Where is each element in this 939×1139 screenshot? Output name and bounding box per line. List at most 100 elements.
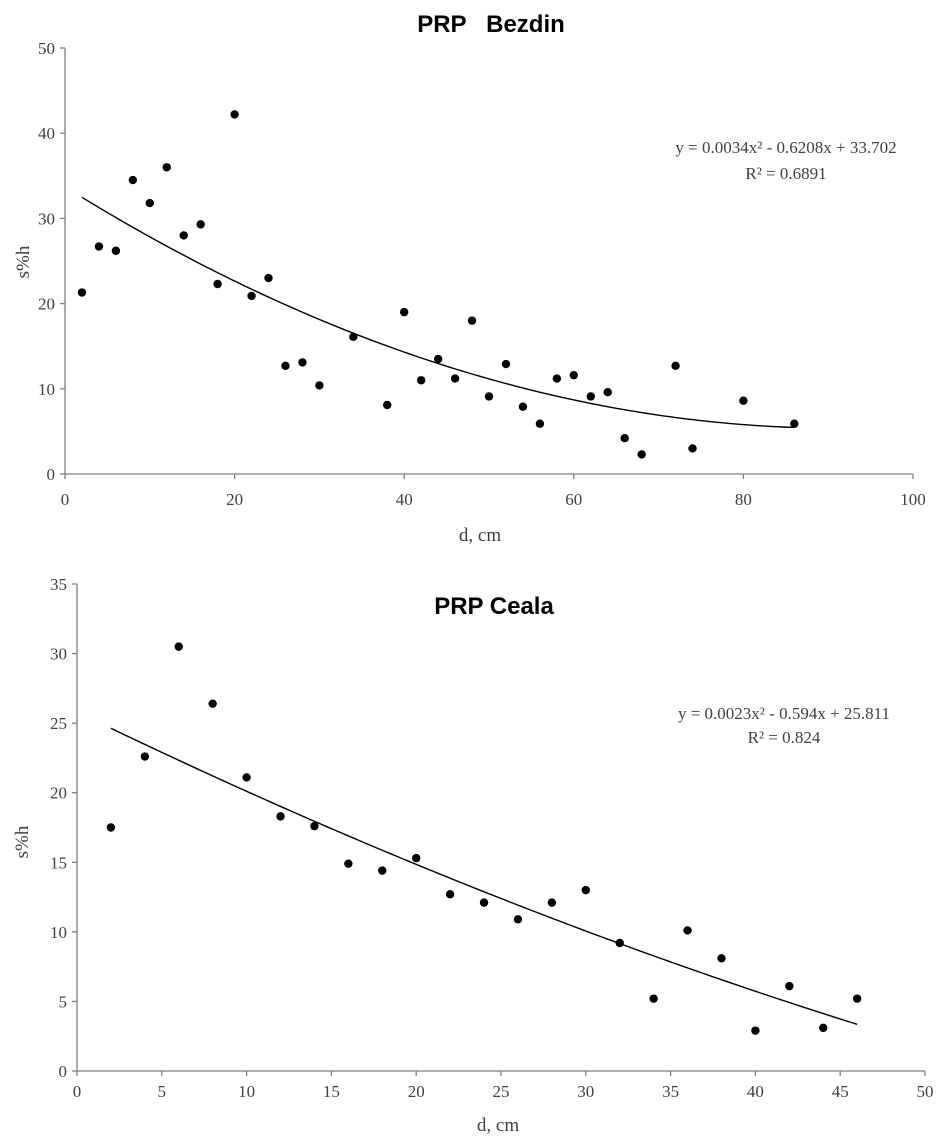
y-tick-label: 0 — [59, 1062, 68, 1081]
data-point — [145, 198, 154, 208]
y-tick-label: 0 — [47, 465, 56, 484]
x-tick-label: 35 — [662, 1082, 679, 1101]
x-tick-label: 50 — [917, 1082, 934, 1101]
x-axis-label: d, cm — [459, 525, 501, 546]
data-point — [819, 1023, 828, 1033]
data-point — [412, 853, 421, 863]
data-point — [400, 307, 409, 317]
data-point — [785, 981, 794, 991]
y-tick-label: 15 — [50, 853, 67, 872]
x-tick-label: 20 — [408, 1082, 425, 1101]
x-tick-label: 0 — [73, 1082, 82, 1101]
data-point — [603, 388, 612, 397]
data-point — [416, 376, 426, 385]
chart-title: PRP Ceala — [434, 593, 554, 620]
data-point — [162, 163, 171, 172]
data-point — [581, 885, 590, 895]
y-tick-label: 25 — [50, 714, 67, 733]
data-point — [547, 898, 557, 907]
data-point — [552, 374, 562, 383]
data-point — [349, 332, 358, 342]
data-point — [298, 358, 307, 367]
data-point — [94, 242, 104, 251]
data-point — [310, 821, 319, 831]
x-tick-label: 45 — [832, 1082, 849, 1101]
data-point — [501, 359, 511, 369]
chart-bezdin: PRP Bezdin 0 20 40 60 80 100 0 10 20 30 40 50 y = 0… — [13, 11, 926, 546]
y-tick-label: 40 — [38, 124, 55, 143]
data-point — [378, 866, 387, 875]
data-point — [535, 419, 545, 428]
data-point — [569, 370, 578, 380]
x-tick-label: 60 — [565, 490, 582, 509]
y-tick-label: 30 — [50, 645, 67, 664]
trendline — [110, 727, 858, 1025]
x-tick-label: 30 — [577, 1082, 594, 1101]
x-tick-label: 40 — [747, 1082, 764, 1101]
trendline — [81, 196, 795, 429]
data-point — [683, 926, 692, 935]
y-tick-label: 5 — [59, 992, 68, 1011]
data-point — [208, 699, 217, 708]
y-tick-label: 30 — [38, 209, 55, 228]
y-axis-label: s%h — [12, 825, 33, 858]
data-point — [77, 288, 87, 297]
data-point — [445, 890, 455, 899]
r-squared: R² = 0.824 — [748, 728, 821, 747]
data-point — [281, 361, 290, 370]
chart-ceala: PRP Ceala 0 5 10 15 20 25 30 35 40 45 50 0 5 10 15 20 25… — [12, 575, 934, 1136]
y-tick-label: 10 — [38, 380, 55, 399]
data-point — [140, 752, 150, 761]
r-squared: R² = 0.6891 — [745, 164, 826, 183]
data-point — [315, 381, 324, 390]
x-tick-label: 100 — [900, 490, 926, 509]
data-point — [450, 374, 460, 383]
x-tick-label: 20 — [226, 490, 243, 509]
chart-title: PRP Bezdin — [417, 11, 565, 38]
x-tick-label: 15 — [323, 1082, 340, 1101]
data-point — [513, 915, 523, 924]
y-tick-label: 20 — [50, 784, 67, 803]
data-point — [213, 279, 222, 289]
x-tick-label: 40 — [396, 490, 413, 509]
data-point — [467, 316, 477, 325]
data-point — [739, 396, 748, 405]
data-point — [479, 898, 489, 907]
trend-equation: y = 0.0034x² - 0.6208x + 33.702 — [675, 138, 896, 157]
y-axis-label: s%h — [13, 245, 34, 278]
x-tick-label: 5 — [158, 1082, 167, 1101]
y-tick-label: 20 — [38, 295, 55, 314]
data-point — [688, 444, 697, 453]
data-point — [344, 859, 353, 868]
data-point — [242, 773, 251, 782]
data-point — [586, 392, 595, 401]
x-axis-label: d, cm — [477, 1115, 519, 1136]
x-tick-label: 0 — [61, 490, 70, 509]
data-point — [111, 246, 121, 255]
data-point — [383, 400, 392, 410]
data-point — [264, 273, 273, 283]
data-point — [790, 419, 799, 428]
data-point — [671, 361, 680, 370]
data-point — [196, 220, 205, 229]
data-point — [179, 231, 188, 240]
data-point — [649, 994, 658, 1003]
y-tick-label: 10 — [50, 923, 67, 942]
x-tick-label: 25 — [493, 1082, 510, 1101]
data-point — [518, 402, 528, 411]
trend-equation: y = 0.0023x² - 0.594x + 25.811 — [678, 704, 890, 723]
data-point — [484, 392, 494, 401]
data-point — [230, 110, 239, 119]
data-point — [852, 994, 862, 1003]
data-point — [276, 812, 285, 821]
data-point — [247, 291, 256, 301]
y-tick-label: 35 — [50, 575, 67, 594]
data-point — [717, 954, 726, 963]
data-point — [128, 175, 138, 185]
data-point — [751, 1026, 760, 1035]
y-tick-label: 50 — [38, 39, 55, 58]
x-tick-label: 10 — [238, 1082, 255, 1101]
data-point — [637, 450, 646, 459]
data-point — [433, 354, 443, 364]
